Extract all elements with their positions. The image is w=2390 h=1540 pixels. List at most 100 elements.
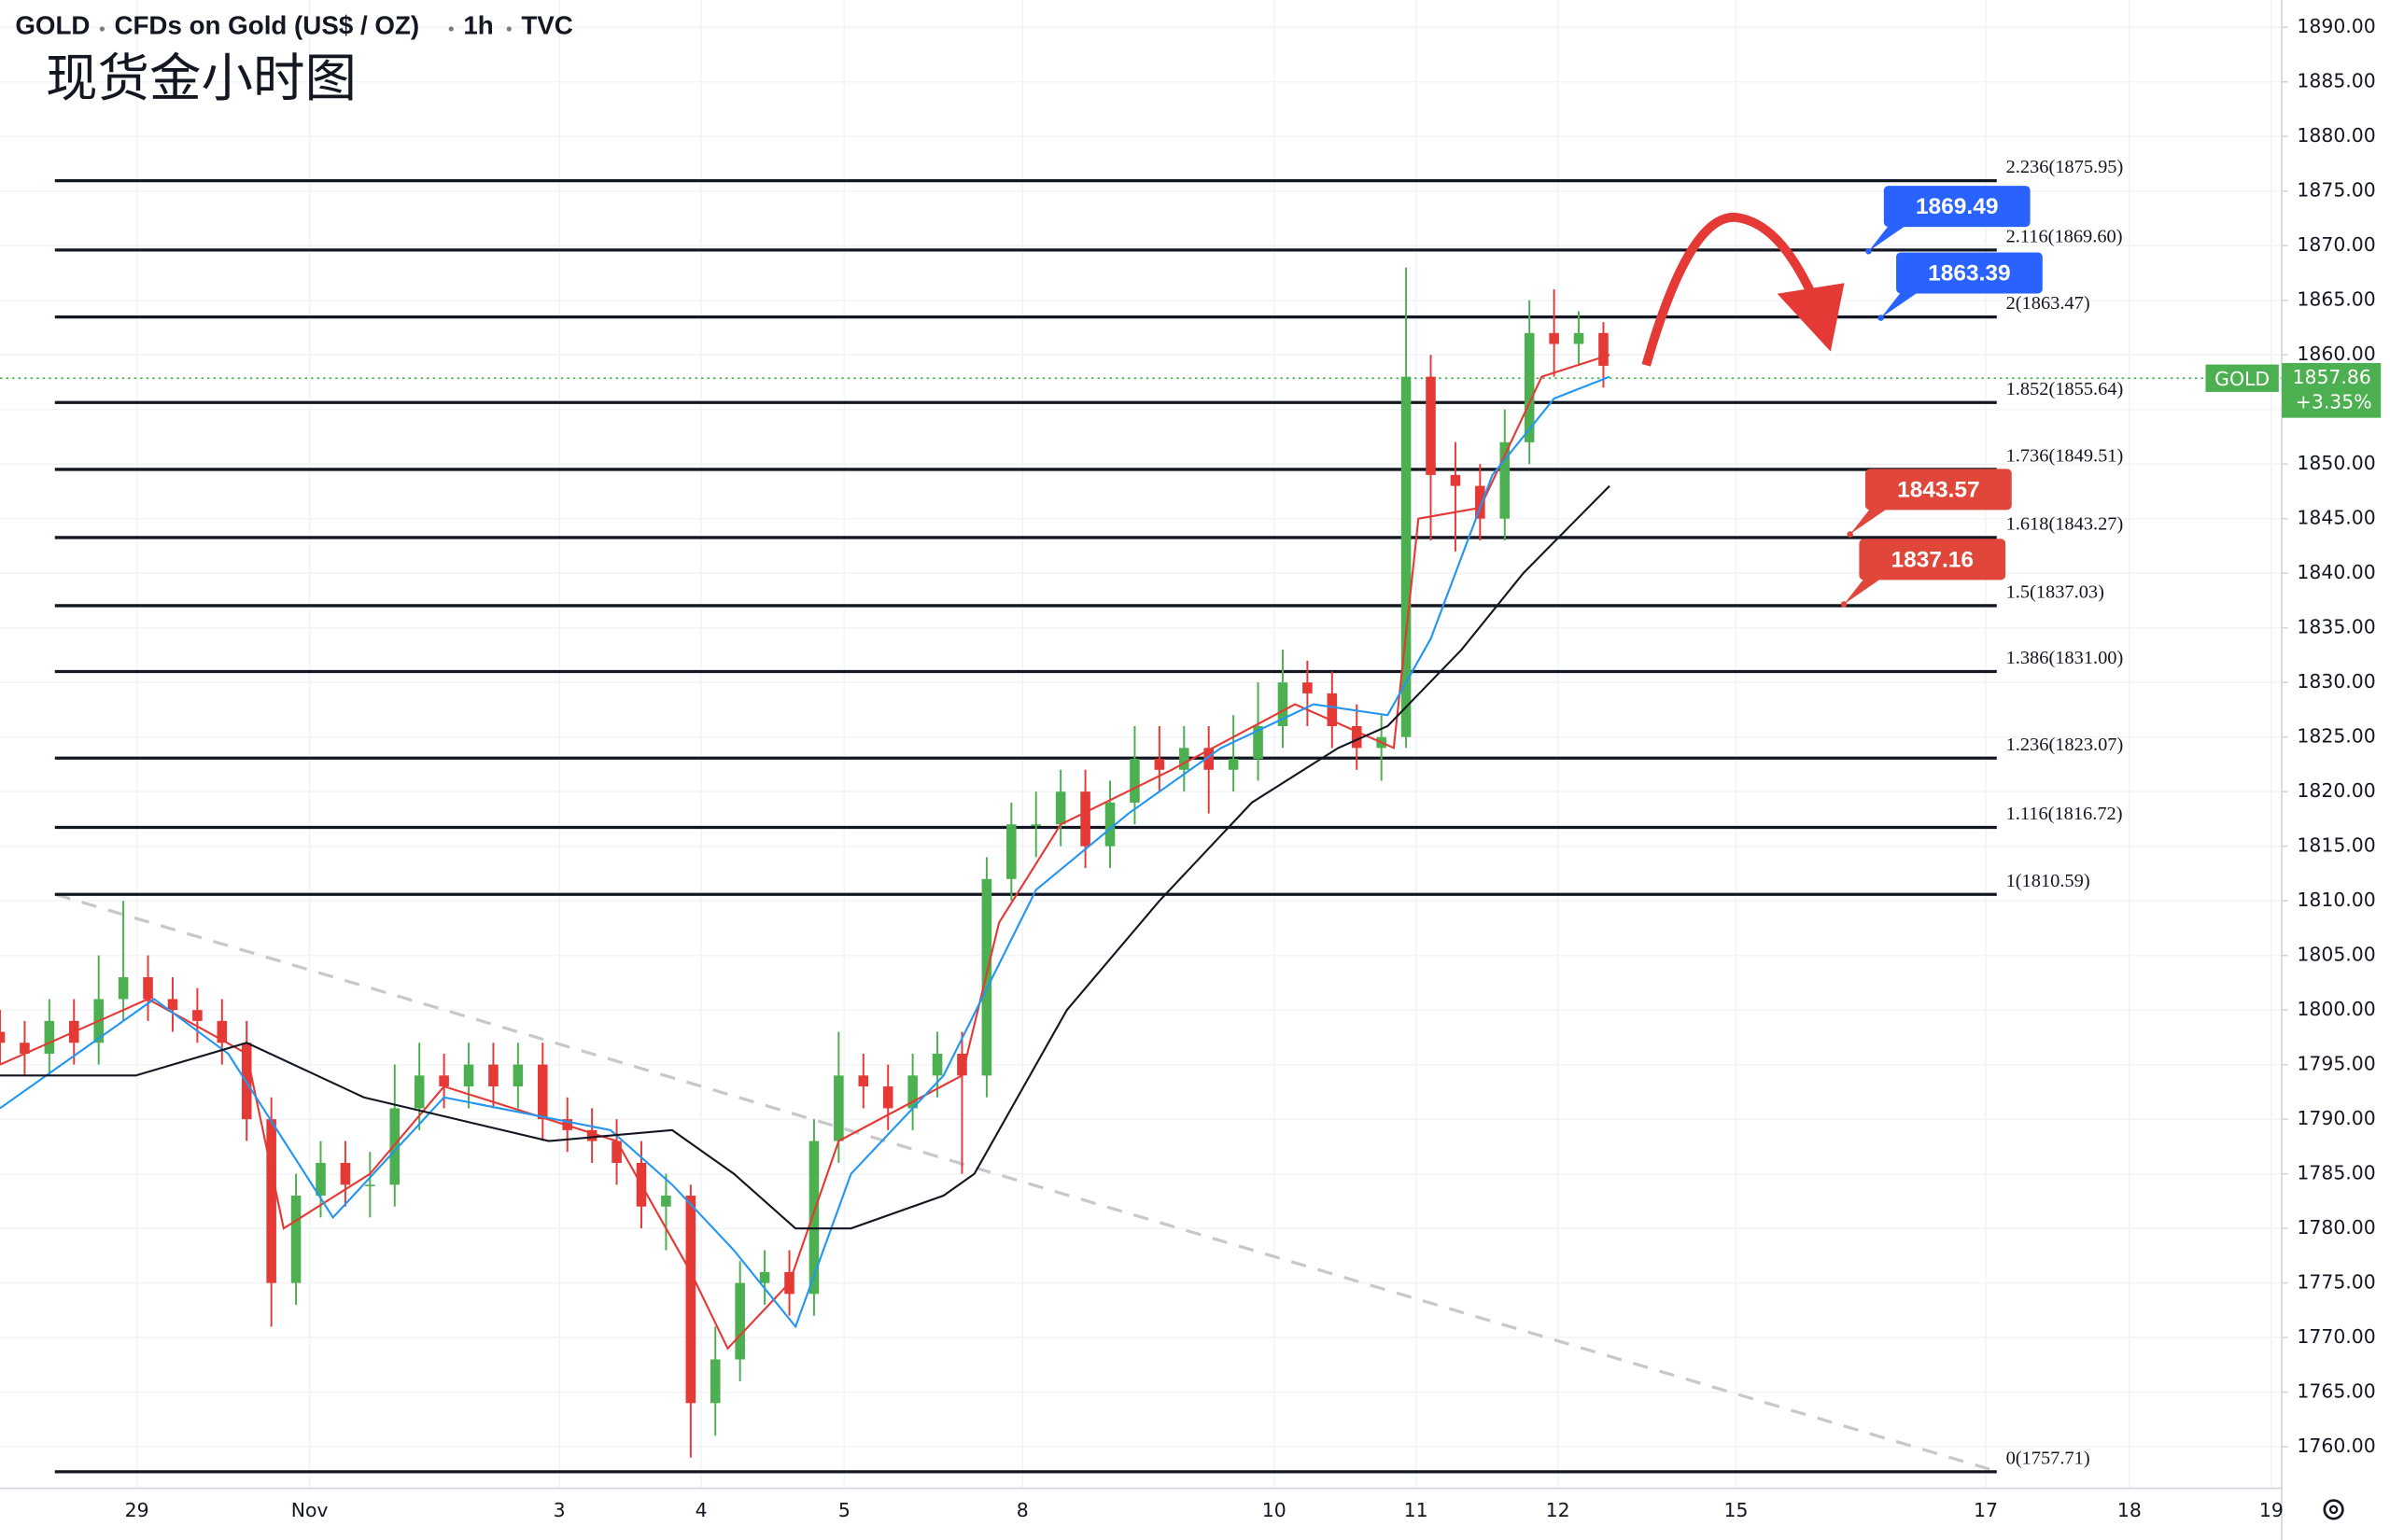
x-tick-label: Nov — [291, 1499, 329, 1521]
candle-body — [907, 1075, 918, 1109]
candle-body — [1549, 332, 1559, 344]
callout-label: 1863.39 — [1928, 261, 2011, 287]
candle-body — [389, 1108, 401, 1185]
callout-anchor — [1865, 247, 1872, 255]
candle-body — [1228, 759, 1239, 770]
candle-body — [463, 1064, 474, 1087]
x-tick-label: 5 — [838, 1499, 851, 1521]
y-tick-label: 1790.00 — [2297, 1107, 2375, 1129]
candle-body — [586, 1129, 598, 1141]
candle-body — [1031, 824, 1042, 826]
callout-pointer — [1844, 577, 1884, 605]
candle-body — [957, 1053, 967, 1076]
y-tick-label: 1870.00 — [2297, 233, 2375, 256]
fib-level-label: 1.386(1831.00) — [2006, 648, 2124, 668]
fib-level-label: 0(1757.71) — [2006, 1449, 2090, 1469]
candle-body — [538, 1064, 548, 1120]
callout-anchor — [1847, 531, 1853, 538]
y-tick-label: 1810.00 — [2297, 889, 2375, 911]
callout-label: 1837.16 — [1891, 547, 1975, 572]
callout-box — [1896, 252, 2043, 294]
y-tick-label: 1880.00 — [2297, 124, 2375, 147]
candle-body — [488, 1064, 499, 1087]
instrument-name: CFDs on Gold (US$ / OZ) — [114, 11, 419, 40]
candle-body — [217, 1020, 228, 1043]
settings-icon[interactable] — [2323, 1499, 2344, 1520]
candle-body — [1475, 485, 1485, 519]
candle-body — [1524, 332, 1535, 442]
axes: 1760.00 1765.00 1770.00 1775.00 1780.00 1785.… — [125, 15, 2382, 1521]
y-tick-label: 1785.00 — [2297, 1162, 2375, 1184]
moving-average — [0, 354, 1610, 1351]
y-tick-label: 1830.00 — [2297, 670, 2375, 693]
candle-body — [1080, 791, 1090, 847]
candle-body — [1351, 725, 1362, 749]
candle-body — [1178, 748, 1189, 770]
y-tick-label: 1770.00 — [2297, 1325, 2375, 1348]
candle-body — [808, 1141, 820, 1295]
candle-body — [858, 1075, 869, 1087]
price-tag — [2282, 362, 2382, 418]
interval[interactable]: 1h — [463, 11, 493, 40]
price-change-label: +3.35% — [2296, 390, 2372, 413]
y-tick-label: 1865.00 — [2297, 288, 2375, 311]
candle-body — [1104, 802, 1116, 847]
candle-body — [1400, 376, 1412, 737]
candle-body — [192, 1010, 203, 1021]
y-tick-label: 1775.00 — [2297, 1271, 2375, 1294]
symbol-tag-label: GOLD — [2214, 368, 2270, 390]
candle-body — [118, 977, 129, 1000]
price-tag-label: 1857.86 — [2293, 366, 2371, 388]
candle-body — [1203, 748, 1214, 770]
fib-level-label: 1.852(1855.64) — [2006, 379, 2124, 399]
moving-average — [0, 375, 1610, 1329]
candle-body — [167, 999, 178, 1011]
candle-body — [340, 1162, 351, 1185]
symbol-tag — [2205, 364, 2279, 392]
candle-body — [143, 977, 153, 1000]
y-tick-label: 1815.00 — [2297, 834, 2375, 857]
settings-gear[interactable] — [2323, 1499, 2344, 1520]
callout-label: 1843.57 — [1897, 477, 1980, 502]
candle-body — [0, 1031, 6, 1043]
fib-level-label: 1.618(1843.27) — [2006, 514, 2124, 535]
candle-body — [316, 1162, 326, 1197]
y-tick-label: 1805.00 — [2297, 944, 2375, 966]
candle-body — [1277, 682, 1288, 726]
forecast-arrow — [1641, 213, 1816, 367]
forecast-arrow-head — [1777, 283, 1845, 352]
y-tick-label: 1845.00 — [2297, 507, 2375, 529]
settings-gear-center[interactable] — [2328, 1505, 2339, 1515]
fib-level-label: 1.236(1823.07) — [2006, 735, 2124, 755]
fib-level-label: 1.116(1816.72) — [2006, 804, 2123, 824]
candle-body — [685, 1196, 696, 1404]
candle-body — [290, 1196, 302, 1283]
symbol[interactable]: GOLD — [15, 11, 90, 40]
x-tick-label: 3 — [554, 1499, 566, 1521]
fib-level-label: 2(1863.47) — [2006, 293, 2090, 314]
callout-anchor — [1840, 601, 1848, 608]
y-tick-label: 1765.00 — [2297, 1380, 2375, 1403]
candle-body — [1426, 376, 1436, 475]
candle-body — [735, 1282, 745, 1360]
callout-box — [1883, 186, 2031, 228]
y-tick-label: 1840.00 — [2297, 561, 2375, 583]
separator — [99, 26, 105, 32]
candle-body — [44, 1020, 55, 1054]
y-tick-label: 1825.00 — [2297, 725, 2375, 748]
x-tick-label: 4 — [696, 1499, 708, 1521]
candle-body — [513, 1064, 524, 1087]
candle-body — [661, 1196, 671, 1207]
x-tick-label: 10 — [1262, 1499, 1286, 1521]
candle-body — [266, 1119, 276, 1283]
y-tick-label: 1820.00 — [2297, 779, 2375, 802]
fib-level-label: 2.116(1869.60) — [2006, 227, 2123, 247]
trendline — [54, 892, 1999, 1474]
y-tick-label: 1795.00 — [2297, 1053, 2375, 1075]
y-tick-label: 1760.00 — [2297, 1435, 2375, 1457]
candle-body — [439, 1075, 449, 1087]
chart-title: 现货金小时图 — [46, 49, 357, 109]
callout-label: 1869.49 — [1916, 194, 1999, 219]
